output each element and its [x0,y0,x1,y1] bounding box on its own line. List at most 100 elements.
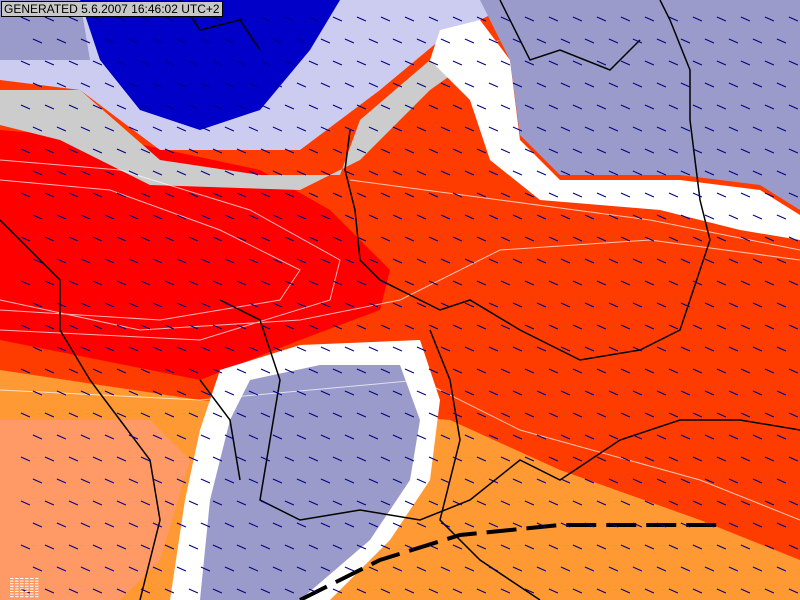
wind-arrow [560,478,571,484]
logo-cell [35,583,39,585]
wind-arrow [152,566,163,572]
wind-arrow [140,368,151,374]
wind-arrow [776,478,787,484]
wind-arrow [140,588,151,594]
wind-arrow [752,390,763,396]
logo-cell [10,580,14,582]
logo-cell [30,583,34,585]
wind-arrow [68,104,79,110]
wind-arrow [272,258,283,264]
wind-arrow [536,82,547,88]
wind-arrow [56,522,67,528]
wind-arrow [704,258,715,264]
wind-arrow [68,16,79,22]
wind-arrow [20,368,31,374]
wind-arrow [320,302,331,308]
wind-arrow [92,192,103,198]
wind-arrow [632,258,643,264]
wind-arrow [416,126,427,132]
south-lavender [200,365,420,600]
wind-arrow [44,544,55,550]
logo-cell [20,583,24,585]
wind-arrow [56,302,67,308]
wind-arrow [464,302,475,308]
wind-arrow [392,258,403,264]
wind-arrow [152,82,163,88]
wind-arrow [368,38,379,44]
wind-arrow [56,390,67,396]
wind-arrow [716,368,727,374]
wind-arrow [536,38,547,44]
wind-arrow [128,38,139,44]
wind-arrow [752,126,763,132]
wind-arrow [104,170,115,176]
wind-arrow [140,16,151,22]
wind-arrow [668,456,679,462]
wind-arrow [272,170,283,176]
wind-arrow [212,280,223,286]
wind-arrow [104,478,115,484]
wind-arrow [608,126,619,132]
wind-arrow [452,236,463,242]
wind-arrow [560,170,571,176]
wind-arrow [356,324,367,330]
wind-arrow [500,192,511,198]
wind-arrow [572,544,583,550]
wind-arrow [368,346,379,352]
wind-arrow [260,324,271,330]
wind-arrow [32,214,43,220]
wind-arrow [632,214,643,220]
wind-arrow [80,434,91,440]
wind-arrow [236,280,247,286]
wind-arrow [428,192,439,198]
wind-arrow [464,38,475,44]
wind-arrow [752,302,763,308]
wind-arrow [56,82,67,88]
wind-arrow [224,522,235,528]
wind-arrow [188,500,199,506]
wind-arrow [116,236,127,242]
wind-arrow [680,258,691,264]
wind-arrow [128,302,139,308]
wind-arrow [68,60,79,66]
wind-arrow [692,236,703,242]
wind-arrow [380,544,391,550]
wind-arrow [356,236,367,242]
wind-arrow [248,258,259,264]
wind-arrow [668,544,679,550]
wind-arrow [416,38,427,44]
wind-arrow [644,544,655,550]
wind-arrow [176,522,187,528]
wind-arrow [572,456,583,462]
wind-arrow [104,346,115,352]
wind-arrow [116,412,127,418]
wind-arrow [344,390,355,396]
wind-arrow [764,16,775,22]
wind-arrow [680,346,691,352]
wind-arrow [656,38,667,44]
wind-arrow [692,104,703,110]
wind-arrow [680,478,691,484]
wind-arrow [116,544,127,550]
wind-arrow [428,368,439,374]
wind-arrow [128,126,139,132]
wind-arrow [332,192,343,198]
wind-arrow [200,346,211,352]
wind-arrow [512,302,523,308]
logo-cell [15,583,19,585]
wind-arrow [788,412,799,418]
wind-arrow [320,258,331,264]
logo-cell [10,596,14,598]
wind-arrow [416,214,427,220]
wind-arrow [596,368,607,374]
wind-arrow [320,214,331,220]
wind-arrow [536,346,547,352]
wind-arrow [176,478,187,484]
wind-arrow [524,324,535,330]
logo-cell [35,591,39,592]
wind-arrow [512,566,523,572]
wind-arrow [440,390,451,396]
wind-arrow [212,236,223,242]
wind-arrow [644,324,655,330]
